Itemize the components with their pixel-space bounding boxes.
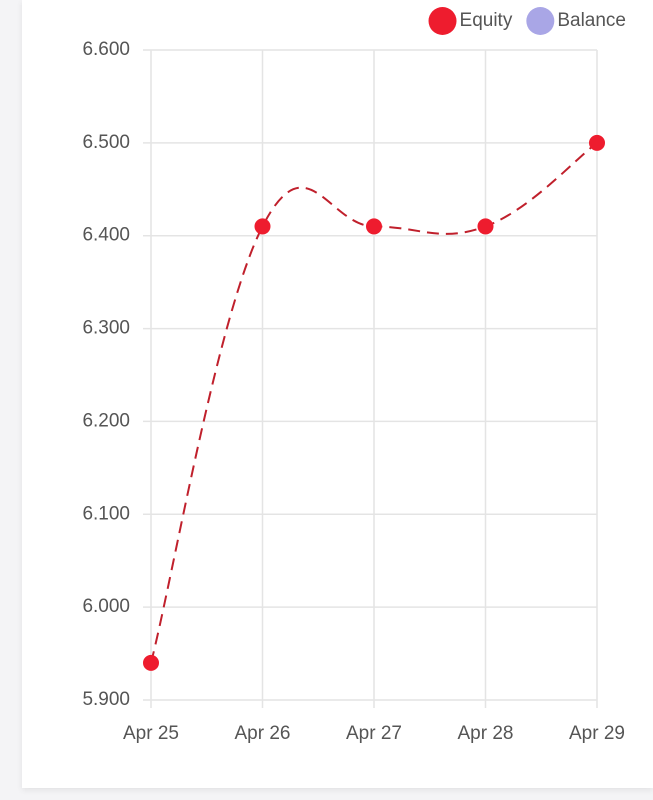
x-tick-label: Apr 28	[458, 723, 514, 744]
y-tick-label: 6.400	[82, 225, 130, 246]
legend-swatch	[428, 7, 457, 35]
point	[366, 218, 382, 235]
x-tick-label: Apr 27	[346, 723, 402, 744]
legend-swatch	[526, 7, 555, 35]
point	[254, 218, 271, 235]
y-tick-label: 6.500	[82, 132, 130, 153]
point	[589, 134, 605, 151]
line	[150, 142, 598, 664]
x-tick-label: Apr 29	[569, 723, 625, 744]
chart-card	[22, 0, 653, 788]
legend-label: Balance	[557, 10, 626, 31]
y-tick-label: 6.300	[82, 318, 130, 339]
legend-label: Equity	[460, 10, 513, 31]
y-tick-label: 6.600	[82, 39, 130, 60]
y-tick-label: 6.200	[82, 410, 130, 431]
y-tick-label: 6.100	[82, 503, 130, 524]
x-tick-label: Apr 26	[235, 723, 291, 744]
y-tick-label: 5.900	[82, 689, 130, 710]
point	[143, 654, 159, 671]
x-tick-label: Apr 25	[123, 723, 179, 744]
y-tick-label: 6.000	[82, 596, 130, 617]
point	[477, 218, 494, 235]
